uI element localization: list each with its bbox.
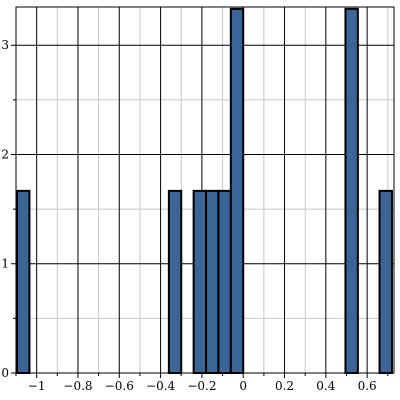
x-tick-label: 0.2 (275, 379, 294, 393)
y-tick-label: 3 (1, 38, 9, 52)
x-tick-label: −0.8 (63, 379, 92, 393)
y-tick-label: 1 (1, 257, 9, 271)
histogram-bar (167, 189, 183, 374)
x-tick-label: 0.6 (358, 379, 377, 393)
plot-frame (15, 6, 395, 374)
x-tick-label: 0.4 (316, 379, 335, 393)
x-tick-label: 0 (239, 379, 247, 393)
x-tick-label: −1 (28, 379, 46, 393)
histogram-bar (205, 189, 220, 374)
x-tick-label: −0.2 (187, 379, 216, 393)
histogram-bar (229, 7, 245, 375)
x-tick-label: −0.6 (105, 379, 134, 393)
tick-labels: −1 −0.8 −0.6 −0.4 −0.2 0 0.2 0.4 0.6 0 1 2 3 (1, 38, 376, 393)
histogram-bar (16, 189, 31, 374)
y-tick-label: 2 (1, 147, 9, 161)
y-tick-label: 0 (1, 366, 9, 380)
histogram-bar (378, 189, 393, 374)
histogram-bar (192, 189, 208, 374)
histogram-bar (217, 189, 232, 374)
histogram-bar (344, 7, 359, 375)
x-tick-label: −0.4 (146, 379, 176, 393)
